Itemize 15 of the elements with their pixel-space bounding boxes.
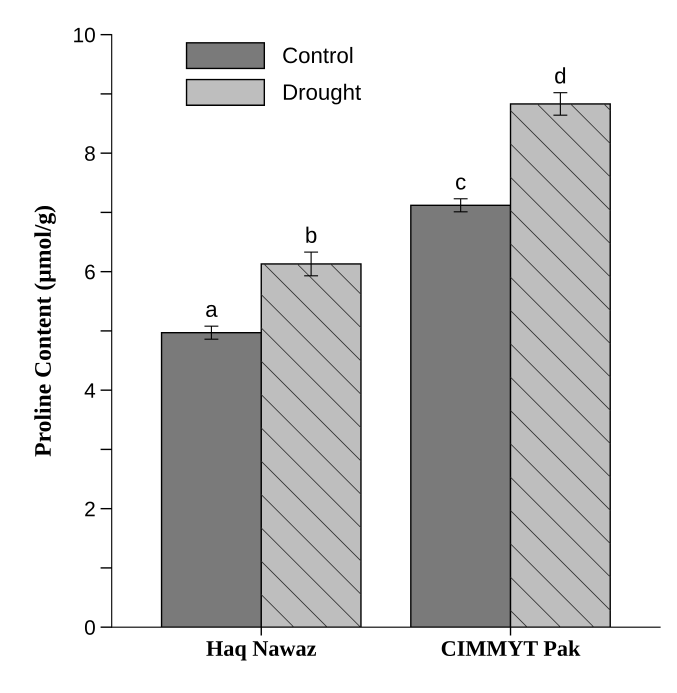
annotation: d [555,67,566,84]
y-tick-label: 0 [84,620,95,635]
y-tick-label: 4 [84,383,96,398]
legend-label: Control [283,46,352,64]
y-tick-label: 8 [85,146,95,161]
legend-label: Drought [284,84,361,104]
x-tick-label: Haq Nawaz [206,641,316,661]
y-tick-label: 6 [85,264,95,280]
y-tick-label: 10 [74,28,95,42]
x-tick-label: CIMMYT Pak [442,640,580,656]
annotation: a [206,304,218,318]
y-tick-label: 2 [85,502,95,516]
annotation: c [456,177,466,190]
annotation: b [306,226,316,243]
y-axis-title: Proline Content (µmol/g) [34,206,56,456]
